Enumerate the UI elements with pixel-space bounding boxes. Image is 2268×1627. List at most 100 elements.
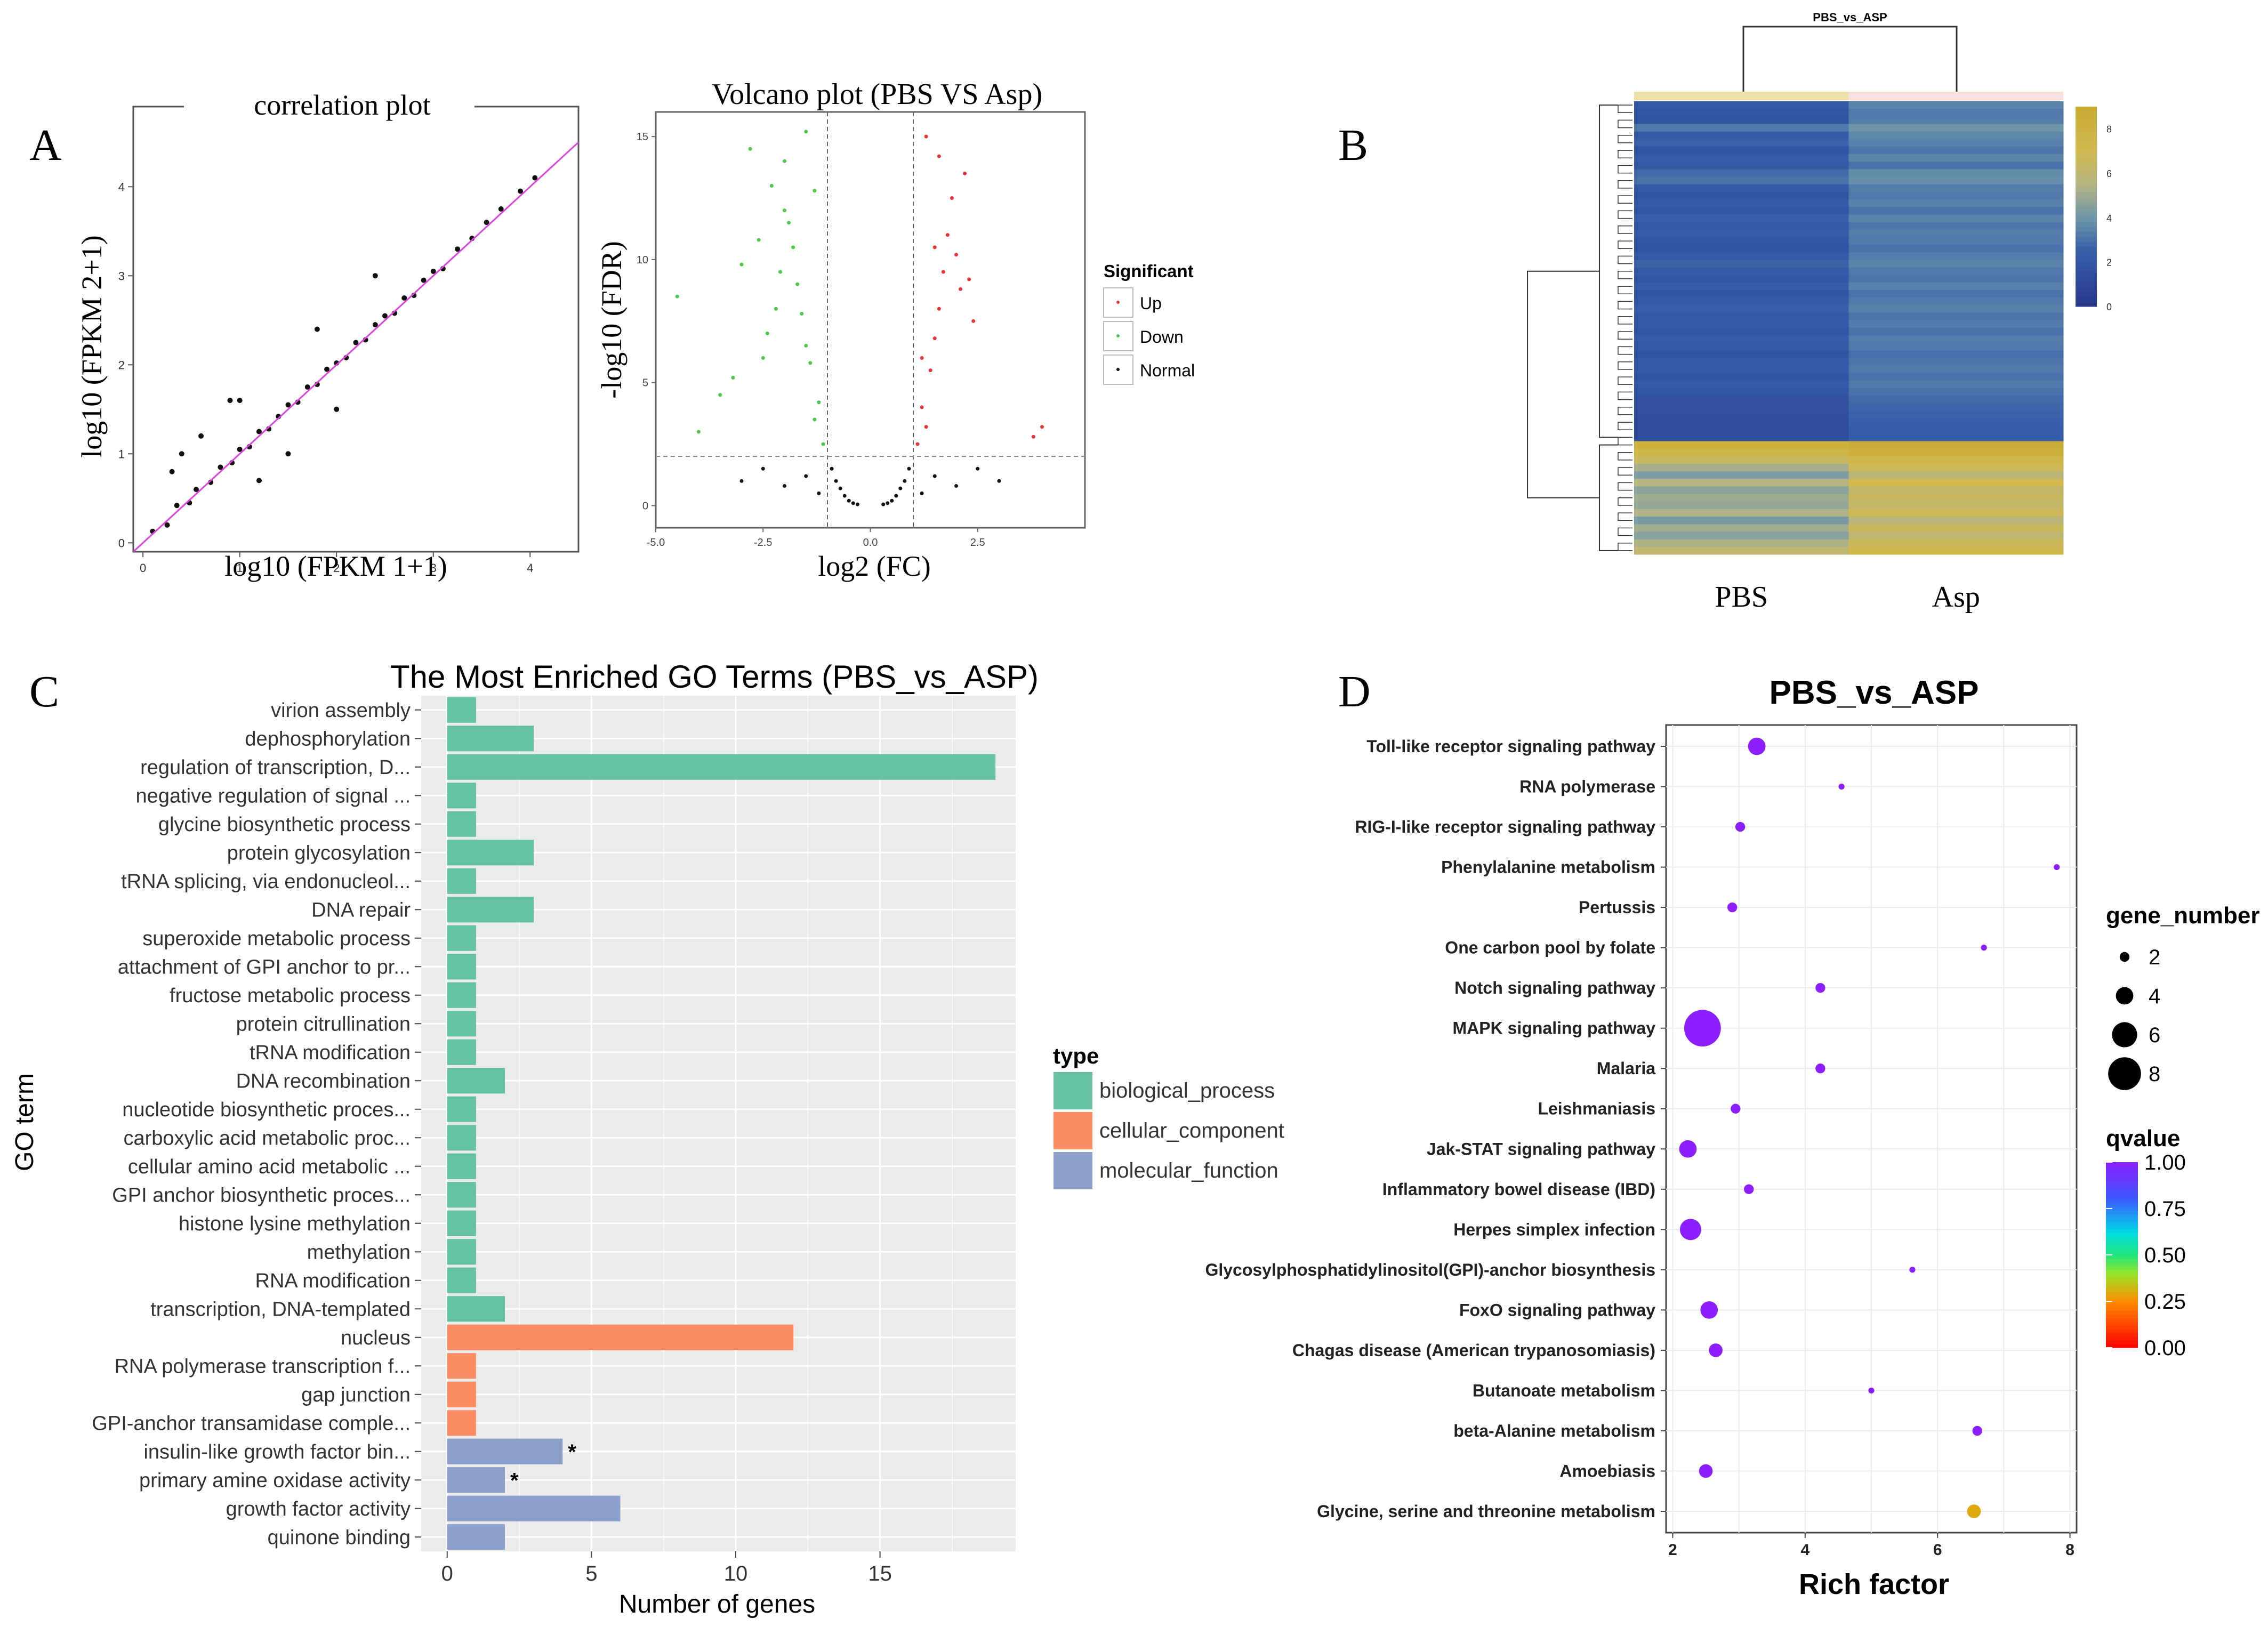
- volcano-point-down: [761, 356, 765, 360]
- correlation-x-tick-label: 0: [140, 561, 146, 575]
- kegg-bubble: [1709, 1343, 1723, 1357]
- kegg-bubble: [1972, 1425, 1982, 1436]
- heatmap-cell: [1634, 283, 1849, 291]
- heatmap-cell: [1634, 441, 1849, 449]
- go-legend-swatch-cellular-component: [1052, 1111, 1093, 1150]
- kegg-bubble: [1699, 1464, 1713, 1478]
- heatmap-cell: [1634, 245, 1849, 253]
- correlation-plot-frame: [132, 106, 580, 553]
- kegg-size-legend-dot: [2112, 1022, 2137, 1048]
- go-term-label: methylation: [307, 1241, 411, 1263]
- volcano-point-normal: [817, 491, 821, 495]
- volcano-y-tick-label: 5: [642, 377, 648, 389]
- kegg-colorbar-segment: [2106, 1273, 2138, 1278]
- colorbar-segment: [2076, 261, 2097, 267]
- heatmap-cell: [1848, 426, 2064, 434]
- row-dendrogram-leaf: [1618, 165, 1632, 174]
- colorbar-segment: [2076, 276, 2097, 282]
- kegg-colorbar-segment: [2106, 1184, 2138, 1189]
- heatmap-column-label-pbs: PBS: [1715, 581, 1768, 614]
- heatmap-cell: [1848, 365, 2064, 374]
- heatmap-cell: [1848, 229, 2064, 238]
- heatmap-cell: [1848, 139, 2064, 147]
- heatmap-cell: [1848, 494, 2064, 502]
- heatmap-cell: [1848, 207, 2064, 215]
- kegg-colorbar-segment: [2106, 1344, 2138, 1348]
- kegg-pathway-label: MAPK signaling pathway: [1453, 1019, 1656, 1038]
- row-dendrogram-leaf: [1618, 376, 1632, 385]
- heatmap-cell: [1848, 509, 2064, 517]
- go-bar: [447, 1125, 476, 1151]
- correlation-point: [455, 246, 461, 252]
- heatmap-cell: [1848, 124, 2064, 132]
- kegg-colorbar-segment: [2106, 1229, 2138, 1233]
- kegg-colorbar-segment: [2106, 1322, 2138, 1326]
- heatmap-cell: [1634, 335, 1849, 343]
- kegg-colorbar-segment: [2106, 1221, 2138, 1226]
- heatmap-cell: [1848, 245, 2064, 253]
- row-dendrogram-root: [1527, 270, 1599, 498]
- go-term-label: DNA recombination: [236, 1070, 411, 1092]
- column-bar-asp: [1848, 92, 2063, 100]
- correlation-y-tick-label: 4: [118, 180, 125, 194]
- row-dendrogram-leaf: [1618, 452, 1632, 461]
- go-bar: [447, 982, 476, 1008]
- row-dendrogram-leaf: [1618, 497, 1632, 506]
- heatmap-cell: [1634, 124, 1849, 132]
- volcano-point-normal: [894, 494, 898, 498]
- row-dendrogram-leaf: [1618, 271, 1632, 279]
- row-dendrogram-leaf: [1618, 527, 1632, 536]
- volcano-x-axis-label: log2 (FC): [818, 550, 931, 582]
- go-bar: [447, 697, 476, 723]
- correlation-point: [353, 340, 359, 345]
- volcano-point-up: [915, 442, 920, 446]
- correlation-point: [169, 469, 175, 474]
- volcano-point-normal: [855, 502, 859, 506]
- correlation-point: [324, 366, 330, 372]
- heatmap-cell: [1848, 154, 2064, 162]
- heatmap-cell: [1634, 305, 1849, 313]
- volcano-point-down: [821, 442, 825, 446]
- heatmap-cells: [1634, 101, 2064, 555]
- colorbar-segment: [2076, 162, 2097, 167]
- correlation-y-tick-label: 3: [118, 269, 125, 283]
- kegg-colorbar-segment: [2106, 1225, 2138, 1229]
- row-dendrogram-leaf: [1618, 316, 1632, 325]
- legend-normal-label: Normal: [1140, 361, 1195, 380]
- kegg-pathway-label: Glycine, serine and threonine metabolism: [1317, 1502, 1655, 1521]
- go-chart-title: The Most Enriched GO Terms (PBS_vs_ASP): [390, 659, 1039, 695]
- go-y-axis-label: GO term: [11, 1073, 39, 1171]
- colorbar-segment: [2076, 136, 2097, 142]
- heatmap-cell: [1634, 433, 1849, 441]
- kegg-colorbar-tick-label: 0.50: [2144, 1244, 2186, 1267]
- heatmap-cell: [1848, 214, 2064, 223]
- go-bar: [447, 1410, 476, 1436]
- colorbar-segment: [2076, 202, 2097, 207]
- heatmap-cell: [1634, 267, 1849, 276]
- heatmap-cell: [1848, 260, 2064, 268]
- heatmap-cell: [1848, 531, 2064, 540]
- correlation-point: [532, 175, 538, 181]
- kegg-colorbar-tick-label: 0.00: [2144, 1336, 2186, 1360]
- heatmap-cell: [1634, 381, 1849, 389]
- heatmap-cell: [1634, 184, 1849, 192]
- correlation-point: [498, 206, 504, 212]
- volcano-legend-title: Significant: [1104, 261, 1194, 281]
- heatmap-cell: [1634, 358, 1849, 366]
- volcano-point-normal: [830, 466, 834, 471]
- heatmap-cell: [1848, 358, 2064, 366]
- colorbar-segment: [2076, 107, 2097, 112]
- row-dendrogram-leaf: [1618, 180, 1632, 189]
- correlation-diagonal: [132, 141, 580, 553]
- go-bar: [447, 1296, 505, 1322]
- correlation-point: [372, 273, 378, 279]
- row-dendrogram-leaf: [1618, 104, 1632, 113]
- colorbar-segment: [2076, 231, 2097, 237]
- kegg-colorbar-segment: [2106, 1177, 2138, 1181]
- correlation-point: [372, 322, 378, 328]
- heatmap-cell: [1848, 471, 2064, 479]
- colorbar-segment: [2076, 206, 2097, 212]
- heatmap-cell: [1848, 448, 2064, 457]
- row-dendrogram-leaf: [1618, 195, 1632, 204]
